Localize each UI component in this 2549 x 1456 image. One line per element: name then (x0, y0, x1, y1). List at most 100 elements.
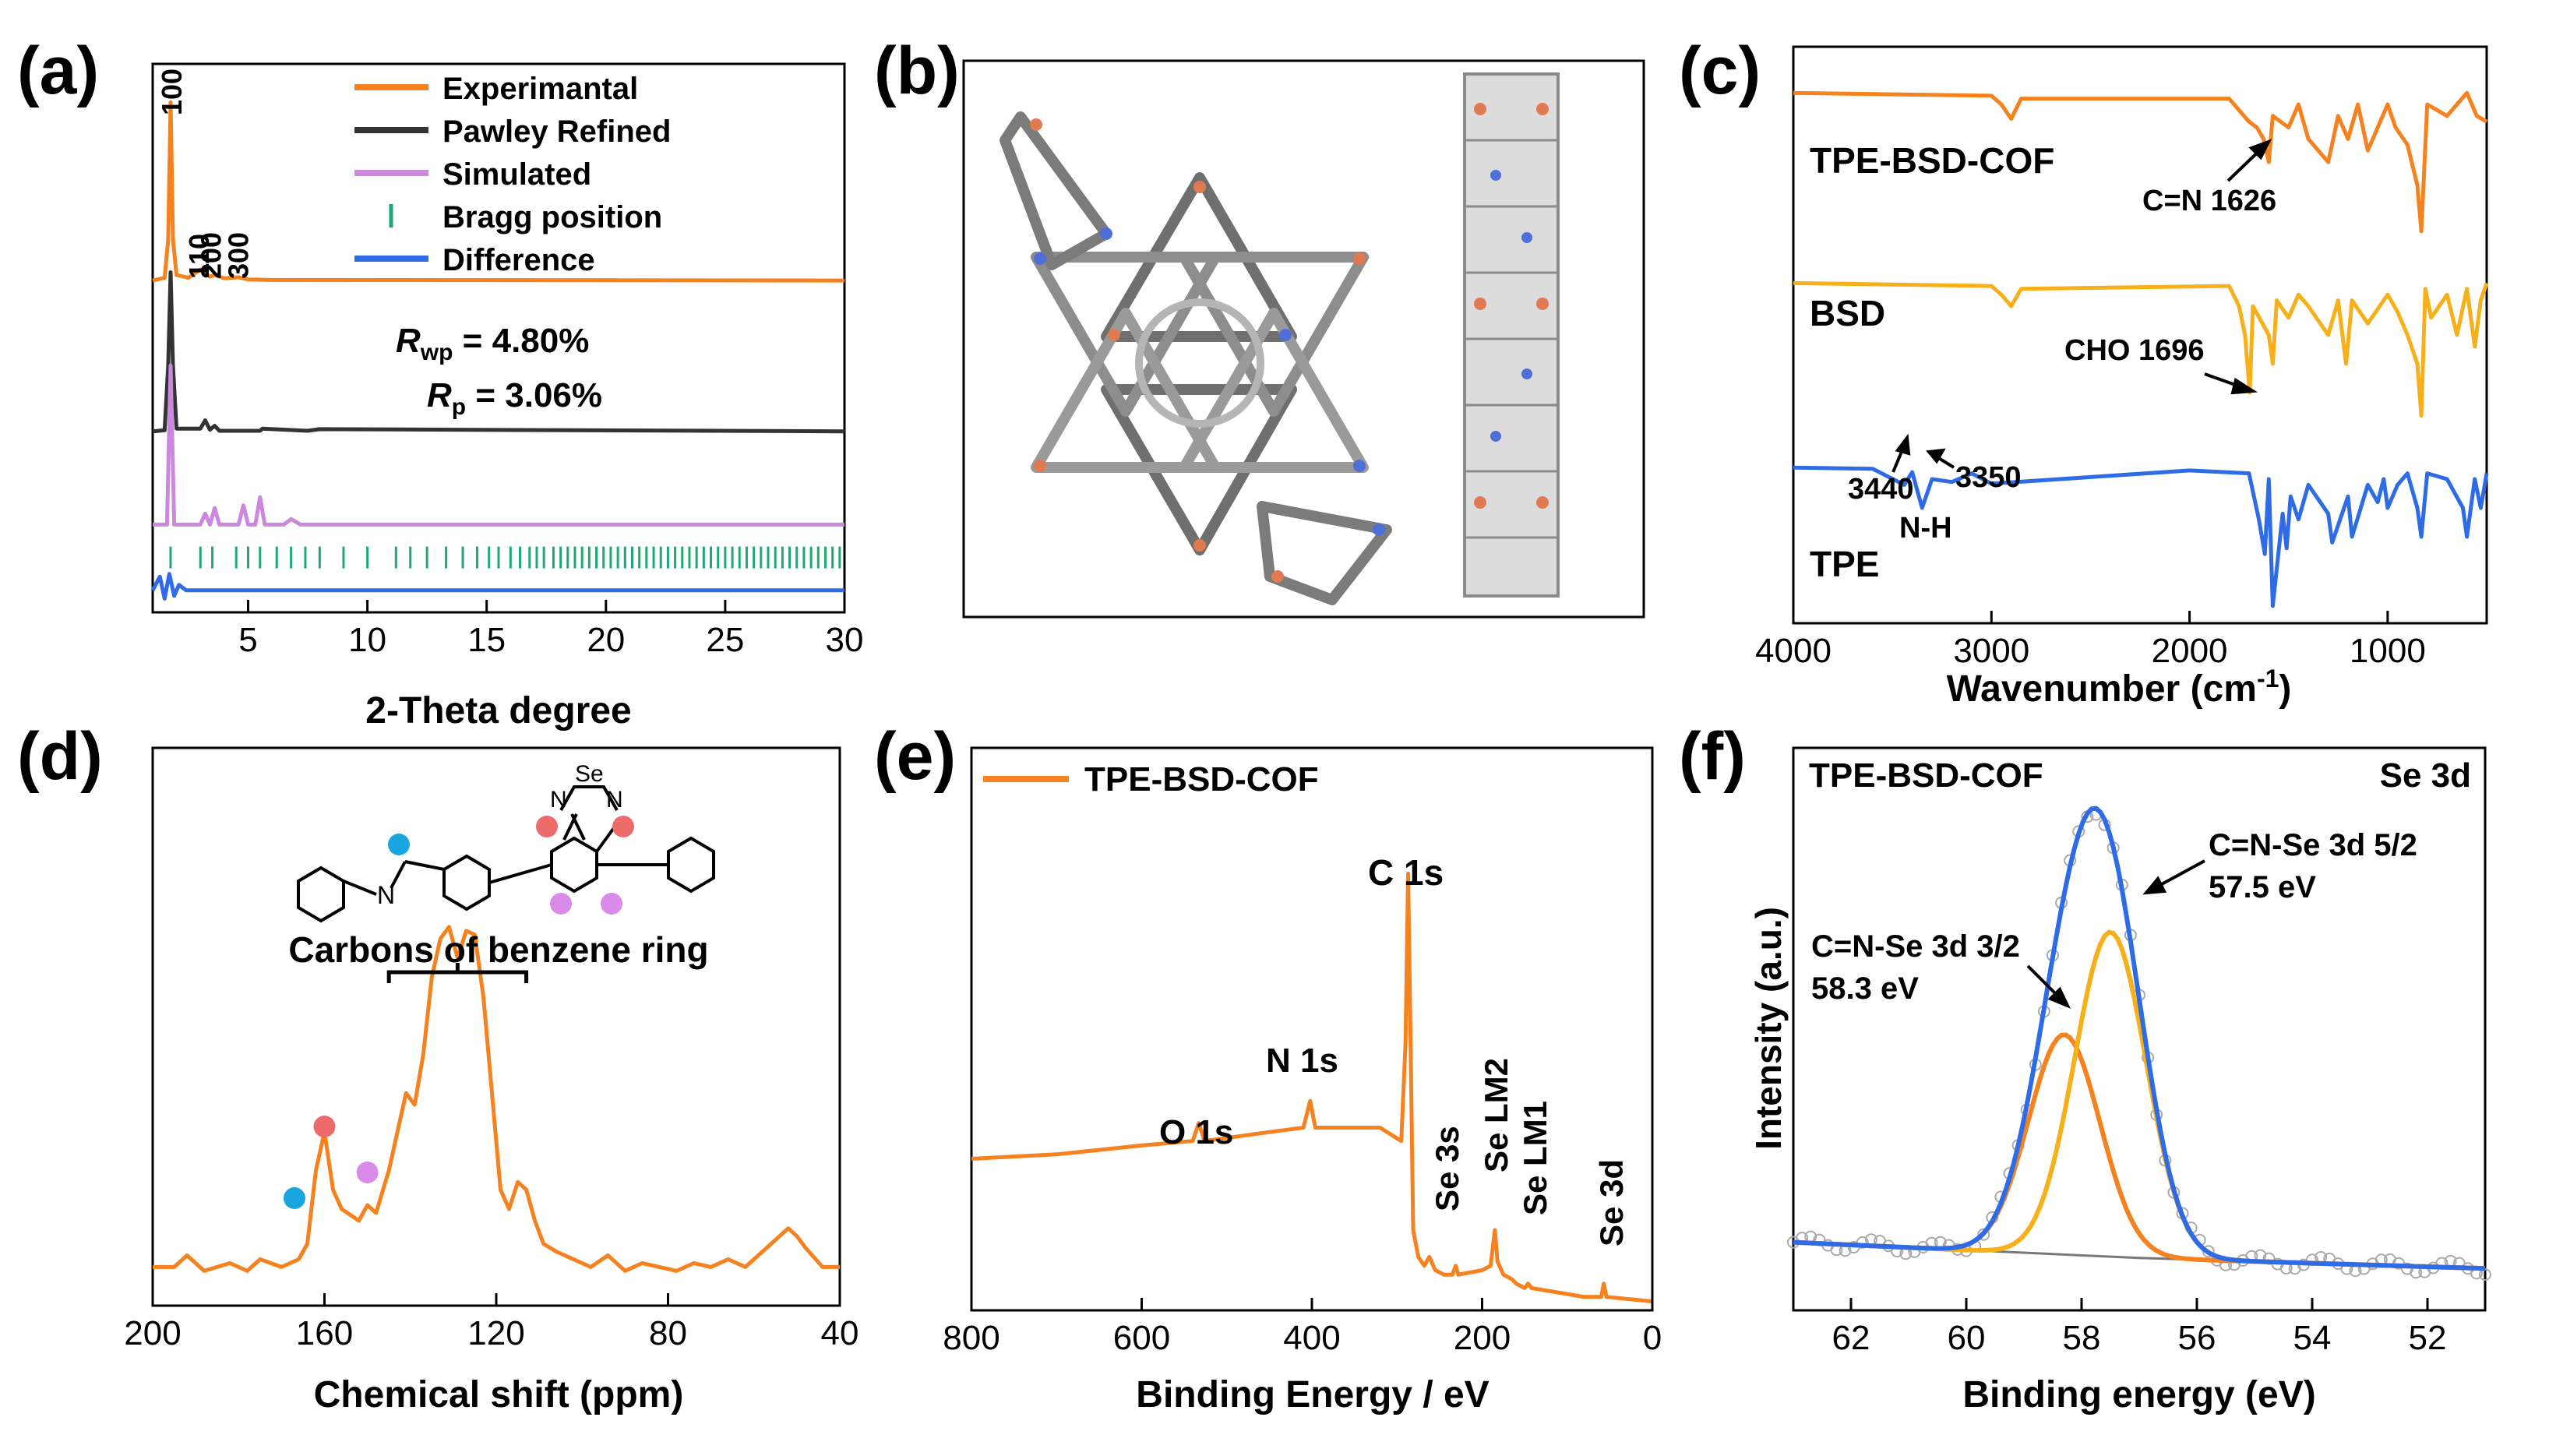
annotation-cho-1696: CHO 1696 (2064, 334, 2205, 367)
d-x-tick-label: 40 (821, 1314, 859, 1352)
component-energy-32: 58.3 eV (1811, 971, 1919, 1006)
f-x-tick-label: 54 (2293, 1319, 2332, 1357)
series-xps-survey (971, 871, 1653, 1304)
panel-c-arrows (1891, 139, 2272, 473)
panel-a-label: (a) (17, 33, 99, 108)
panel-e-plot (971, 871, 1653, 1304)
peak-markers (283, 1116, 379, 1209)
panel-a-legend: Experimantal Pawley Refined Simulated Br… (354, 72, 671, 277)
dot-cyan-imine (388, 834, 410, 855)
molecule-n-right: N (606, 787, 623, 813)
legend-difference: Difference (442, 243, 595, 277)
legend-experimental: Experimantal (442, 72, 638, 106)
panel-c-label: (c) (1679, 33, 1761, 108)
component-label-52: C=N-Se 3d 5/2 (2209, 828, 2417, 862)
molecule-text: N Se N N (377, 761, 623, 909)
panel-f-arrows (2026, 859, 2205, 1009)
arrow-52-head (2142, 876, 2167, 895)
peak-label-100: 100 (156, 69, 188, 115)
f-x-tick-label: 60 (1948, 1319, 1986, 1357)
series-difference (150, 572, 844, 601)
envelope-fit (1793, 806, 2486, 1271)
a-x-tick-label: 30 (826, 621, 864, 659)
series-tpe (1793, 465, 2489, 608)
annotation-cn-1626: C=N 1626 (2142, 185, 2276, 217)
f-x-tick-label: 52 (2409, 1319, 2447, 1357)
molecule-n-imine: N (377, 881, 395, 909)
label-tpe: TPE (1810, 544, 1879, 584)
panel-e: (e) 800 600 400 200 0 Binding Energy / eV TP… (874, 719, 1662, 1415)
panel-e-label: (e) (874, 719, 956, 794)
panel-e-xlabel: Binding Energy / eV (1136, 1374, 1489, 1415)
e-x-tick-label: 0 (1643, 1319, 1662, 1357)
panel-b-frame (962, 59, 1645, 619)
panel-c: (c) 4000 3000 2000 1000 Wavenumber (cm-1) T… (1679, 33, 2489, 710)
panel-b: (b) (874, 33, 1645, 619)
peak-marker-pink (356, 1162, 379, 1183)
peak-marker-coral (313, 1116, 336, 1137)
molecule-structure-icon (297, 785, 715, 923)
a-x-tick-label: 20 (587, 621, 625, 659)
panel-d-xlabel: Chemical shift (ppm) (314, 1374, 684, 1415)
series-tpe-bsd-cof (1793, 90, 2488, 234)
benzene-bracket (386, 963, 529, 983)
dot-pink-right (601, 893, 622, 915)
panel-f-xlabel: Binding energy (eV) (1962, 1374, 2315, 1415)
d-x-tick-label: 80 (649, 1314, 687, 1352)
molecule-n-left: N (550, 787, 567, 813)
star-framework-atoms (1030, 118, 1385, 583)
d-x-tick-label: 200 (124, 1314, 181, 1352)
peak-label-300: 300 (223, 232, 255, 279)
peak-label-110: 110 (183, 234, 215, 279)
panel-f-label: (f) (1679, 719, 1746, 794)
rp-label: Rp = 3.06% (427, 376, 602, 420)
panel-d-x-axis: 200 160 120 80 40 (124, 1293, 858, 1352)
panel-d-label: (d) (17, 719, 103, 794)
molecule-se: Se (575, 761, 604, 787)
panel-d: (d) 200 160 120 80 40 Chemical shift (ppm) C… (17, 719, 858, 1415)
panel-e-frame (970, 746, 1654, 1312)
panel-f-frame (1792, 746, 2487, 1312)
series-nmr (153, 925, 840, 1273)
dot-coral-right (612, 816, 634, 837)
peak-label-selm1: Se LM1 (1517, 1101, 1553, 1215)
panel-d-frame (151, 746, 841, 1307)
d-x-tick-label: 120 (467, 1314, 524, 1352)
legend-tpe-bsd-cof: TPE-BSD-COF (1084, 760, 1319, 799)
c-x-tick-label: 3000 (1953, 632, 2029, 670)
peak-label-selm2: Se LM2 (1478, 1058, 1514, 1172)
panel-a: (a) 5 10 15 20 25 30 2-Theta degree 100 110200… (17, 33, 863, 732)
raw-data-point (1856, 1236, 1869, 1249)
component-energy-52: 57.5 eV (2209, 870, 2316, 904)
peak-label-n1s: N 1s (1266, 1042, 1338, 1080)
panel-d-plot (153, 925, 840, 1273)
series-pawley-refined (152, 270, 845, 434)
corner-label-sample: TPE-BSD-COF (1809, 756, 2043, 795)
e-x-tick-label: 800 (943, 1319, 1000, 1357)
series-simulated (153, 363, 844, 527)
panel-c-plot (1793, 90, 2489, 608)
raw-data-point (2479, 1268, 2491, 1281)
annotation-nh: N-H (1899, 512, 1952, 545)
panel-e-x-axis: 800 600 400 200 0 (943, 1298, 1662, 1357)
component-label-32: C=N-Se 3d 3/2 (1811, 929, 2020, 964)
dot-pink-left (550, 893, 572, 915)
f-x-tick-label: 58 (2063, 1319, 2101, 1357)
a-x-tick-label: 25 (706, 621, 744, 659)
peak-label-se3s: Se 3s (1429, 1126, 1465, 1211)
a-x-tick-label: 5 (238, 621, 257, 659)
bracket-line (386, 970, 529, 983)
d-x-tick-label: 160 (296, 1314, 353, 1352)
panel-f-plot (1787, 806, 2491, 1281)
star-framework-icon (1000, 111, 1392, 605)
rwp-label: Rwp = 4.80% (396, 322, 589, 365)
legend-simulated: Simulated (442, 157, 591, 192)
a-x-tick-label: 15 (467, 621, 506, 659)
annotation-3350: 3350 (1955, 461, 2022, 494)
panel-c-x-axis: 4000 3000 2000 1000 (1755, 611, 2426, 670)
arrow-32-head (2047, 986, 2071, 1009)
f-x-tick-label: 56 (2178, 1319, 2216, 1357)
legend-pawley: Pawley Refined (442, 115, 671, 149)
